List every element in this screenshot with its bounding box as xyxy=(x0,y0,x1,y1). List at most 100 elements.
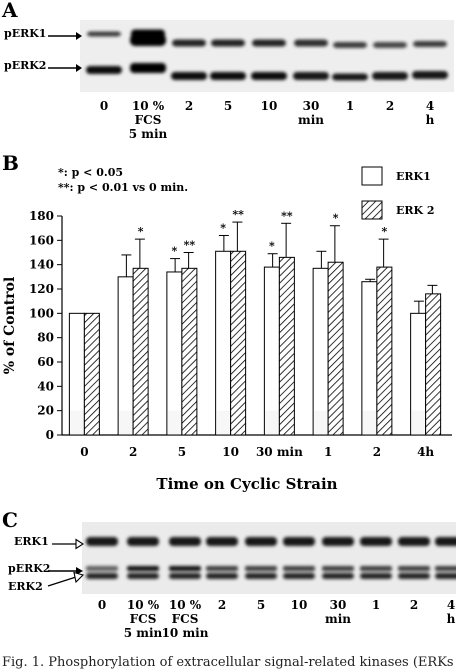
figure-caption: Fig. 1. Phosphorylation of extracellular… xyxy=(2,655,454,670)
significance-mark: * xyxy=(333,212,339,225)
pERK2-band xyxy=(130,63,166,73)
pERK2-c-label: pERK2 xyxy=(8,562,51,575)
y-tick-label: 40 xyxy=(37,379,54,393)
ERK2-band xyxy=(127,573,159,579)
ERK1-band xyxy=(245,537,277,546)
pERK2-c-band xyxy=(169,566,201,571)
bar-erk1 xyxy=(166,271,183,436)
x-axis-label: Time on Cyclic Strain xyxy=(156,475,337,493)
pERK2-band xyxy=(332,73,368,81)
x-tick-label: 2 xyxy=(373,445,381,459)
bar-erk2 xyxy=(181,267,198,436)
a-lane-label-8: 4 xyxy=(425,99,435,113)
bar-erk1 xyxy=(215,250,232,436)
ERK1-band xyxy=(360,537,392,546)
c-lane-label-9: 4 xyxy=(446,598,456,612)
ERK2-band xyxy=(206,573,238,579)
significance-mark: * xyxy=(171,245,177,258)
bar-base-shade xyxy=(70,410,84,434)
c-lane-label-6: 30 xyxy=(329,598,347,612)
legend-swatch xyxy=(361,166,383,186)
a-lane-label-1: 10 % xyxy=(131,99,165,113)
pERK2-band xyxy=(251,72,287,80)
x-tick-label: 2 xyxy=(129,445,137,459)
pERK2-c-band xyxy=(283,566,315,571)
ERK2-label: ERK2 xyxy=(8,580,43,593)
bar-erk2 xyxy=(327,261,344,436)
ERK2-band xyxy=(245,573,277,579)
panel-c-blot xyxy=(82,522,467,594)
bar-erk2 xyxy=(425,293,442,436)
c-lane-label-0: 0 xyxy=(97,598,107,612)
pERK2-c-band xyxy=(435,566,467,571)
c-lane-label-3: 2 xyxy=(217,598,227,612)
pERK2-c-band xyxy=(127,566,159,571)
a-lane-label-0: 0 xyxy=(99,99,109,113)
ERK1-band xyxy=(169,537,201,546)
c-lane-label-8: 2 xyxy=(409,598,419,612)
c-lane-label-5: 10 xyxy=(290,598,308,612)
a-lane-label-5: 30 xyxy=(302,99,320,113)
significance-mark: ** xyxy=(184,239,196,252)
bar-base-shade xyxy=(167,410,181,434)
panel-b-letter: B xyxy=(2,151,19,175)
ERK2-band xyxy=(360,573,392,579)
pERK1-arrow-icon xyxy=(48,27,82,46)
pERK1-band xyxy=(413,41,447,47)
pERK2-c-band xyxy=(398,566,430,571)
x-tick-label: 5 xyxy=(178,445,186,459)
panel-a-blot xyxy=(80,20,454,92)
x-tick-label: 0 xyxy=(80,445,88,459)
significance-note: *: p < 0.05 xyxy=(58,166,123,179)
bar-chart: B *: p < 0.05 **: p < 0.01 vs 0 min. ERK1 ER… xyxy=(2,151,452,493)
x-tick-label: 4h xyxy=(417,445,434,459)
bar-erk1 xyxy=(312,267,329,436)
bar-base-shade xyxy=(231,410,245,434)
pERK2-band xyxy=(86,66,122,74)
pERK2-band xyxy=(210,72,246,80)
y-tick-label: 100 xyxy=(29,306,54,320)
significance-mark: * xyxy=(220,221,226,234)
bar-base-shade xyxy=(85,410,99,434)
y-tick-label: 160 xyxy=(29,233,54,247)
significance-mark: * xyxy=(138,225,144,238)
bar-base-shade xyxy=(134,410,148,434)
a-lane-label-1: 5 min xyxy=(128,127,168,141)
y-tick-label: 120 xyxy=(29,282,54,296)
significance-mark: ** xyxy=(232,208,244,221)
bar-erk2 xyxy=(230,250,247,436)
bar-base-shade xyxy=(119,410,133,434)
y-tick-label: 80 xyxy=(37,331,54,345)
pERK1-band xyxy=(252,39,286,47)
pERK1-band xyxy=(87,31,121,37)
bar-erk2 xyxy=(132,267,149,436)
a-lane-label-8: h xyxy=(425,113,435,127)
x-tick-label: 1 xyxy=(324,445,332,459)
bar-base-shade xyxy=(280,410,294,434)
significance-note: **: p < 0.01 vs 0 min. xyxy=(58,181,188,194)
ERK2-band xyxy=(86,573,118,579)
bar-erk2 xyxy=(83,312,100,436)
pERK2-band xyxy=(293,72,329,80)
c-lane-label-2: FCS xyxy=(171,612,199,626)
a-lane-label-5: min xyxy=(298,113,324,127)
bar-base-shade xyxy=(362,410,376,434)
fcs-band xyxy=(130,34,166,46)
panel-a-letter: A xyxy=(2,0,18,22)
legend-entry: ERK1 xyxy=(396,170,431,183)
y-tick-label: 140 xyxy=(29,258,54,272)
ERK1-band xyxy=(398,537,430,546)
ERK2-open-arrow-icon xyxy=(46,571,86,592)
x-tick-label: 30 min xyxy=(256,445,303,459)
c-lane-label-2: 10 min xyxy=(161,626,209,640)
pERK2-c-band xyxy=(245,566,277,571)
c-lane-label-9: h xyxy=(446,612,456,626)
pERK1-label: pERK1 xyxy=(4,27,47,40)
a-lane-label-3: 5 xyxy=(223,99,233,113)
ERK1-band xyxy=(322,537,354,546)
ERK1-band xyxy=(283,537,315,546)
pERK2-arrow-icon xyxy=(48,59,82,78)
panel-c-letter: C xyxy=(2,508,18,532)
bar-base-shade xyxy=(377,410,391,434)
ERK2-band xyxy=(283,573,315,579)
